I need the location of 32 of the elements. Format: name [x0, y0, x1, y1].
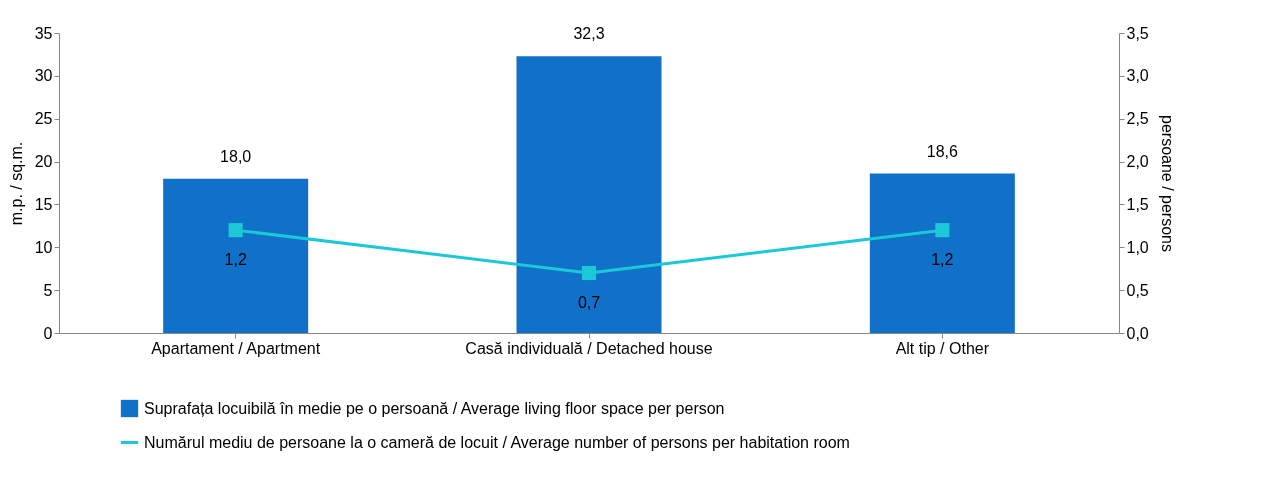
- data-label: 1,2: [931, 251, 954, 269]
- data-label: 1,2: [224, 251, 247, 269]
- y-tick-label: 30: [34, 67, 53, 85]
- y2-axis-title: persoane / persons: [1158, 115, 1176, 252]
- y2-tick-label: 1,5: [1126, 195, 1149, 213]
- data-label: 18,0: [220, 147, 252, 165]
- y-tick-label: 10: [34, 238, 53, 256]
- legend-label: Numărul mediu de persoane la o cameră de locuit / Average number of persons per habitation room: [144, 433, 850, 451]
- y-tick-label: 20: [34, 153, 53, 171]
- y2-tick-label: 3,5: [1126, 24, 1149, 42]
- y2-tick-label: 0,0: [1126, 324, 1149, 342]
- y-tick-label: 25: [34, 110, 53, 128]
- x-tick-label: Apartament / Apartment: [151, 339, 321, 357]
- bar: [869, 173, 1015, 333]
- x-tick-label: Alt tip / Other: [895, 339, 990, 357]
- data-label: 32,3: [573, 25, 605, 43]
- x-tick-label: Casă individuală / Detached house: [465, 339, 713, 357]
- data-label: 0,7: [577, 294, 601, 311]
- bar: [516, 56, 662, 333]
- y2-tick-label: 0,5: [1126, 281, 1149, 299]
- data-label: 18,6: [926, 142, 959, 160]
- y2-tick-label: 2,0: [1126, 153, 1149, 171]
- y-tick-label: 0: [43, 324, 53, 342]
- y-tick-label: 15: [34, 195, 53, 213]
- bar: [163, 178, 309, 333]
- y-tick-label: 5: [43, 281, 53, 299]
- y2-tick-label: 1,0: [1126, 238, 1149, 256]
- y2-tick-label: 3,0: [1126, 67, 1149, 85]
- legend-label: Suprafața locuibilă în medie pe o persoană / Average living floor space per person: [144, 399, 725, 417]
- y-tick-label: 35: [34, 24, 53, 42]
- y2-tick-label: 2,5: [1126, 110, 1149, 128]
- y-axis-title: m.p. / sq.m.: [7, 141, 25, 226]
